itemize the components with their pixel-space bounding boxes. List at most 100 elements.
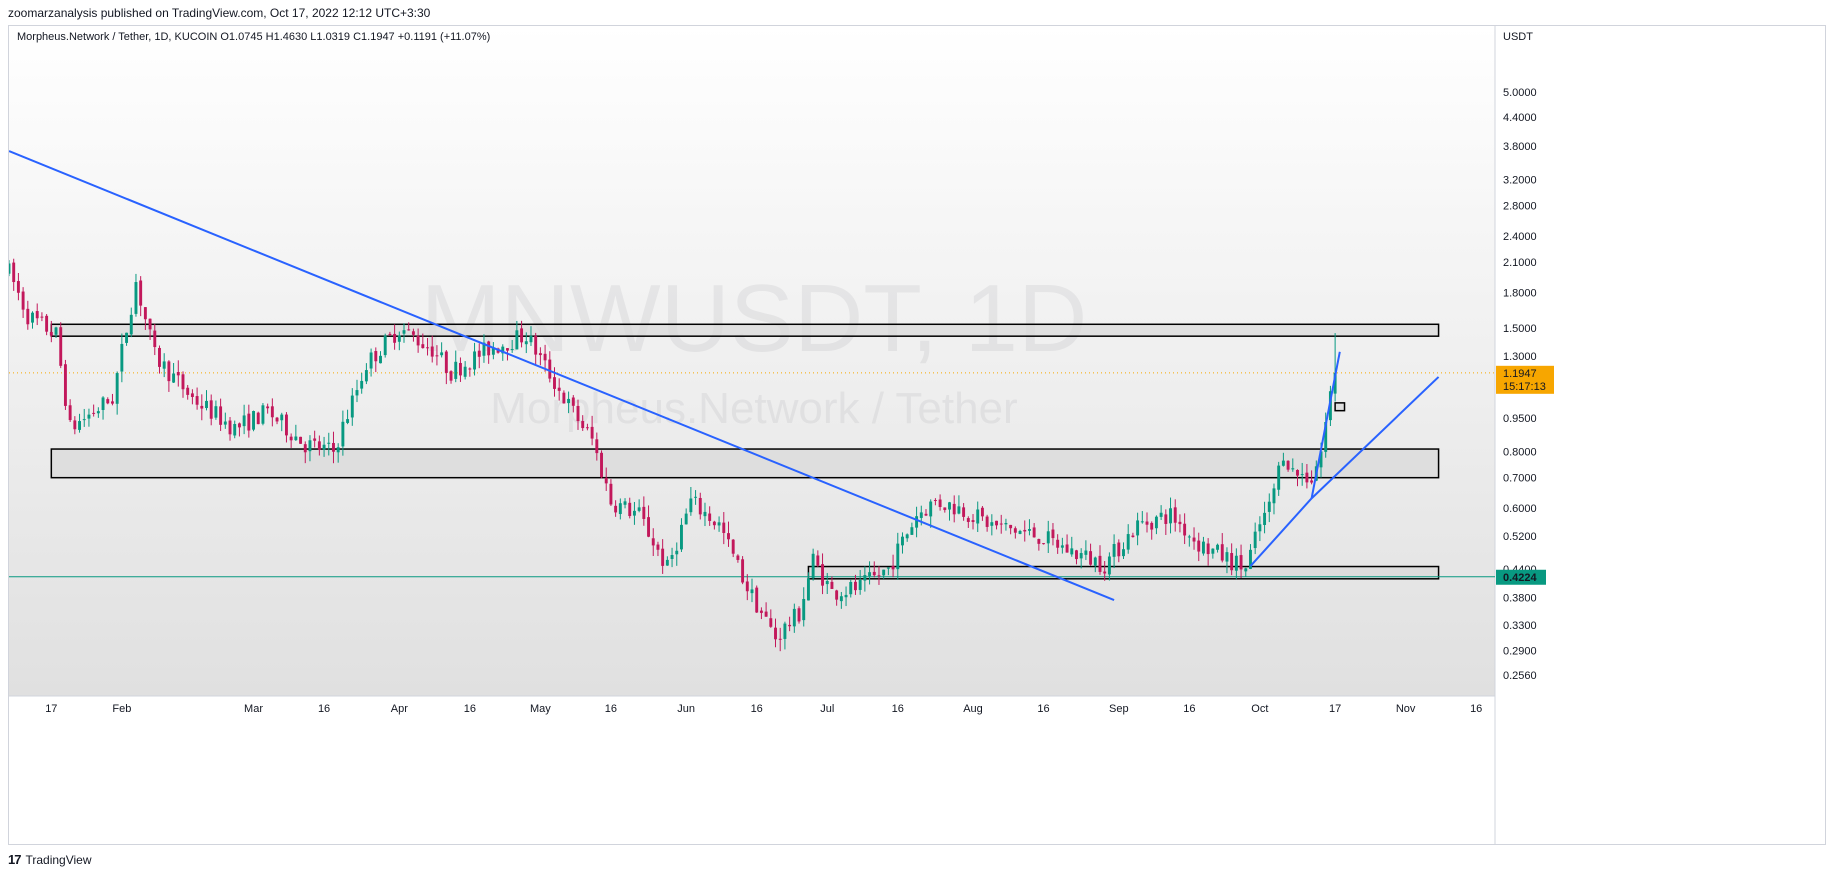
candle-body [379,355,382,364]
candle-body [158,347,161,367]
price-zone[interactable] [1334,402,1346,412]
candle-body [1140,521,1144,523]
trend-line[interactable] [1310,351,1341,499]
candle-body [1023,529,1027,532]
symbol-legend[interactable]: Morpheus.Network / Tether, 1D, KUCOIN O1… [17,31,490,43]
candle-body [1286,460,1290,470]
candle-body [778,638,782,640]
candle-body [247,413,251,431]
candle-body [280,414,284,421]
candle-body [712,521,716,526]
candle-body [853,581,857,591]
candle-body [275,417,279,422]
candle-body [915,516,919,528]
candle-body [736,555,740,560]
candle-body [299,436,303,444]
candle-body [830,581,834,589]
candle-body [609,483,613,505]
candle-body [604,477,608,484]
price-tick-label: 2.4000 [1503,231,1537,243]
trend-line[interactable] [1310,376,1440,500]
candle-body [327,442,331,444]
price-zone[interactable] [50,323,1440,337]
candle-body [534,335,538,355]
candle-body [120,343,124,372]
candle-body [284,414,288,436]
candle-body [1296,469,1299,476]
price-zone[interactable] [50,448,1440,479]
time-tick-label: 16 [892,703,904,715]
candle-body [821,564,824,586]
time-axis[interactable]: 17 Feb Mar 16 Apr 16 May 16 Jun 16 Jul 16 Aug 16 Sep 16… [45,703,1482,715]
hlines-layer [9,372,1495,578]
candle-body [148,318,152,330]
tradingview-logo-icon: 17 [8,852,22,867]
zones-layer [50,323,1440,580]
time-tick-label: 16 [464,703,476,715]
candle-body [769,618,773,627]
publisher-header: zoomarzanalysis published on TradingView… [8,6,431,20]
candle-body [849,581,853,595]
candle-body [190,393,194,397]
candle-body [741,559,745,583]
candle-body [948,502,951,510]
candle-body [1070,548,1074,555]
candle-body [745,581,749,592]
candle-body [200,405,204,409]
candle-body [237,423,241,428]
candle-body [308,440,312,452]
candle-body [336,447,340,453]
price-tick-label: 0.6000 [1503,503,1537,515]
trend-line[interactable] [9,150,1115,602]
candle-body [49,331,53,336]
chart-canvas[interactable]: MNWUSDT, 1D Morpheus.Network / Tether US… [9,26,1825,844]
candle-body [943,507,947,511]
candle-body [661,548,665,566]
candle-body [806,578,810,601]
candle-body [999,523,1003,525]
candle-body [1178,521,1182,525]
candle-body [1169,508,1172,524]
candle-body [548,359,552,379]
price-axis[interactable]: 5.0000 4.4000 3.8000 3.2000 2.8000 2.4000 2.10… [1503,87,1537,682]
candle-body [1046,531,1050,544]
candle-body [529,335,533,343]
candle-body [896,543,900,570]
candle-body [1267,501,1271,512]
candle-body [722,522,726,533]
candle-body [1201,541,1205,554]
candle-body [242,415,246,427]
candle-body [397,335,401,342]
candle-body [1291,468,1295,470]
candle-body [1037,538,1041,544]
candle-body [1159,512,1163,517]
candle-body [924,513,928,516]
candle-body [68,405,72,421]
trend-line[interactable] [1249,497,1313,567]
candle-body [755,587,759,613]
candle-body [816,555,820,566]
candle-body [510,349,514,351]
time-tick-label: Apr [391,703,408,715]
candle-body [919,512,923,518]
candle-body [346,419,350,423]
time-tick-label: Aug [963,703,983,715]
candle-body [369,352,373,369]
bar-countdown: 15:17:13 [1503,381,1546,393]
candle-body [205,400,208,409]
candle-body [952,503,956,515]
price-tick-label: 1.5000 [1503,323,1537,335]
candle-body [1216,544,1220,550]
time-tick-label: Jul [820,703,834,715]
candle-body [562,392,566,404]
time-tick-label: 17 [1329,703,1341,715]
candle-body [731,539,735,554]
candle-body [487,341,491,356]
candle-body [101,397,105,410]
footer[interactable]: 17 TradingView [8,852,92,867]
candle-body [788,624,792,627]
candle-body [1281,460,1285,466]
candle-body [1032,527,1036,538]
chart-frame[interactable]: MNWUSDT, 1D Morpheus.Network / Tether US… [8,25,1826,845]
candle-body [214,406,218,418]
